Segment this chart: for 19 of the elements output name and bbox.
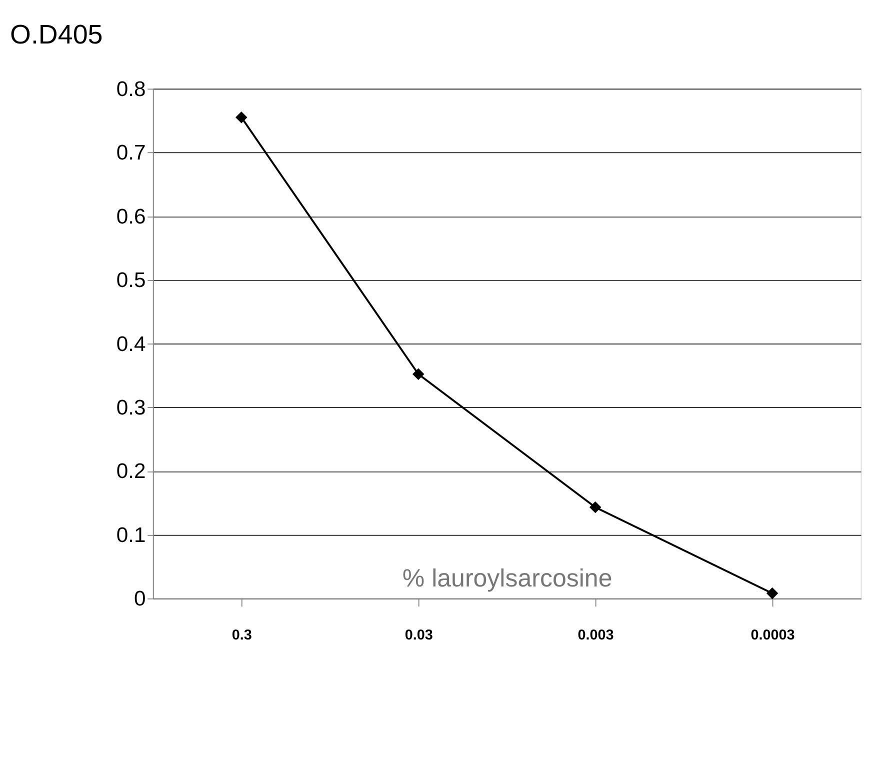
y-tick-label: 0.7 — [116, 142, 146, 165]
x-tick-label: 0.003 — [578, 627, 614, 644]
y-tick-label: 0 — [134, 588, 146, 611]
point — [766, 587, 778, 600]
point — [589, 501, 602, 514]
y-tick-label: 0.8 — [116, 78, 146, 101]
y-tick-label: 0.1 — [116, 524, 146, 547]
x-tick-label: 0.3 — [232, 627, 252, 644]
chart-title: O.D405 — [10, 19, 103, 50]
point — [236, 111, 248, 124]
y-tick-label: 0.5 — [116, 269, 146, 292]
y-tick-label: 0.2 — [116, 460, 146, 484]
y-tick-label: 0.3 — [116, 396, 146, 420]
y-tick-label: 0.4 — [116, 332, 146, 356]
y-tick-label: 0.6 — [116, 205, 146, 228]
point — [412, 368, 424, 380]
x-tick-label: 0.03 — [404, 627, 433, 644]
x-tick-label: 0.0003 — [750, 627, 795, 644]
x-axis-title: % lauroylsarcosine — [402, 564, 612, 592]
